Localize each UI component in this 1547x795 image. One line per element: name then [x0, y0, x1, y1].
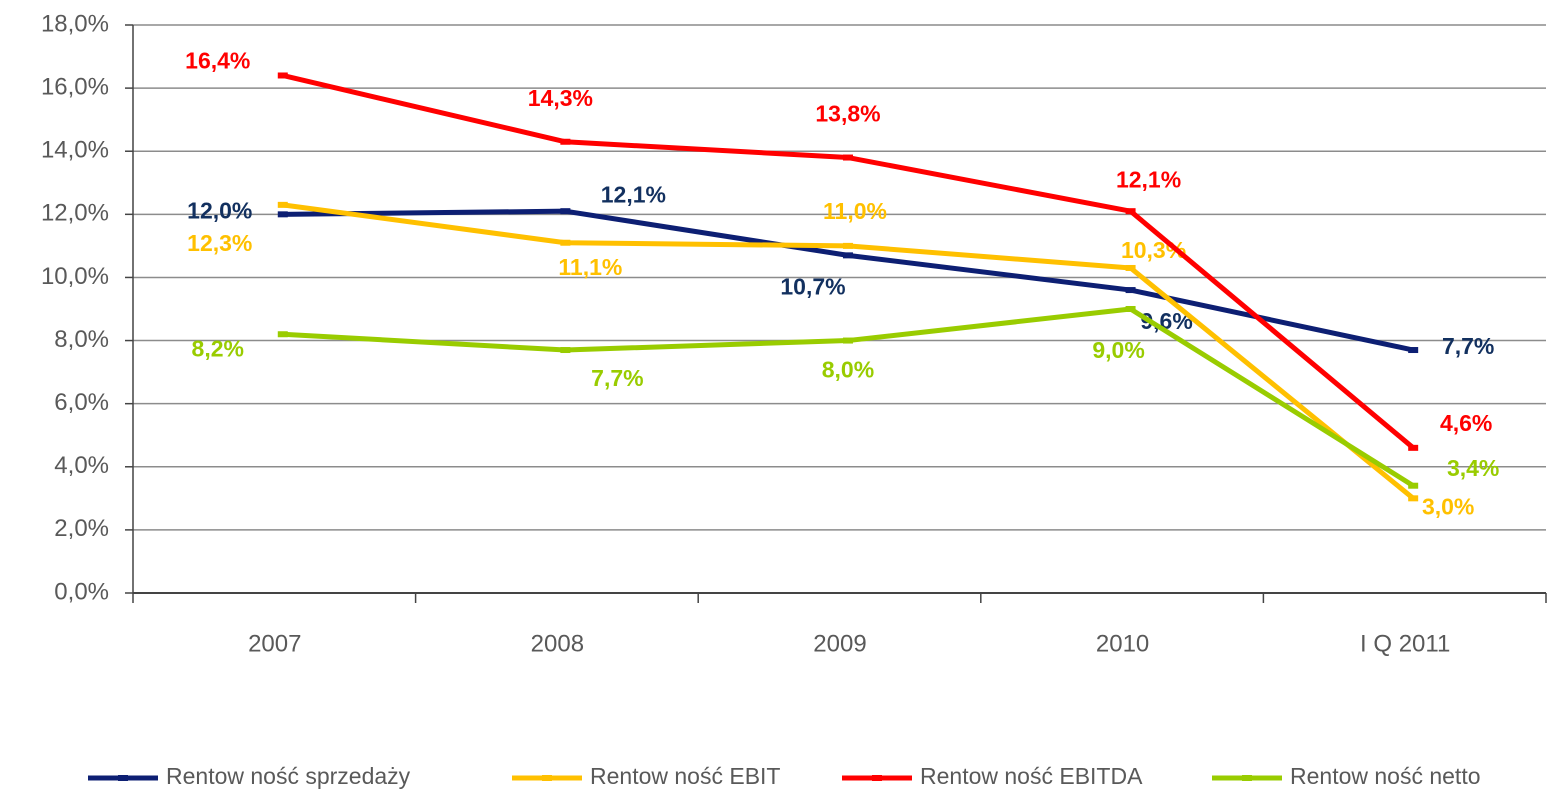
y-tick-label: 4,0% — [54, 452, 109, 479]
x-tick-label: 2008 — [531, 630, 584, 657]
legend-label: Rentow ność EBITDA — [920, 763, 1143, 789]
point-marker — [1408, 482, 1419, 489]
point-marker — [277, 72, 288, 79]
series-line — [282, 208, 1414, 353]
data-label: 11,0% — [823, 198, 887, 224]
x-tick-label: 2009 — [813, 630, 866, 657]
x-tick-label: 2007 — [248, 630, 301, 657]
point-marker — [842, 252, 853, 259]
data-label: 10,7% — [780, 273, 845, 299]
point-marker — [1125, 287, 1136, 294]
data-label: 4,6% — [1440, 410, 1492, 436]
point-marker — [1408, 347, 1419, 354]
data-label: 8,2% — [192, 335, 244, 361]
data-label: 12,3% — [187, 230, 252, 256]
legend-label: Rentow ność netto — [1290, 763, 1481, 789]
legend-marker — [118, 775, 128, 781]
legend-marker — [872, 775, 882, 781]
data-label: 7,7% — [591, 365, 643, 391]
point-marker — [1125, 306, 1136, 312]
series-line — [282, 73, 1415, 450]
point-marker — [1125, 208, 1136, 215]
point-marker — [277, 331, 288, 338]
data-label: 16,4% — [185, 48, 250, 74]
point-marker — [560, 138, 571, 145]
data-label: 12,0% — [187, 197, 252, 223]
legend-label: Rentow ność EBIT — [590, 763, 780, 789]
point-marker — [842, 242, 853, 249]
point-marker — [842, 154, 853, 161]
data-label: 9,0% — [1092, 337, 1144, 363]
point-marker — [560, 208, 571, 215]
legend-marker — [1242, 775, 1252, 781]
point-marker — [1125, 264, 1136, 271]
y-tick-label: 12,0% — [41, 200, 109, 227]
point-marker — [560, 347, 571, 354]
x-tick-label: 2010 — [1096, 630, 1149, 657]
data-label: 7,7% — [1442, 333, 1494, 359]
y-tick-label: 14,0% — [41, 137, 109, 164]
y-tick-label: 2,0% — [54, 515, 109, 542]
data-label: 3,4% — [1447, 455, 1499, 481]
point-marker — [277, 211, 288, 218]
point-marker — [560, 239, 571, 246]
legend-marker — [542, 775, 552, 781]
y-tick-label: 8,0% — [54, 326, 109, 353]
point-marker — [1408, 495, 1419, 502]
series-line — [282, 306, 1415, 488]
y-tick-label: 10,0% — [41, 263, 109, 290]
y-tick-label: 18,0% — [41, 10, 109, 37]
data-label: 12,1% — [1116, 166, 1181, 192]
data-label: 13,8% — [815, 101, 880, 127]
legend-label: Rentow ność sprzedaży — [166, 763, 411, 789]
y-tick-label: 0,0% — [54, 578, 109, 605]
data-label: 14,3% — [528, 85, 593, 111]
data-label: 3,0% — [1422, 493, 1474, 519]
point-marker — [277, 201, 288, 208]
point-marker — [1408, 444, 1419, 451]
y-tick-label: 16,0% — [41, 73, 109, 100]
data-label: 11,1% — [558, 254, 622, 280]
x-tick-label: I Q 2011 — [1360, 630, 1450, 657]
data-label: 8,0% — [822, 357, 874, 383]
y-tick-label: 6,0% — [54, 389, 109, 416]
point-marker — [842, 337, 853, 344]
data-label: 12,1% — [601, 181, 666, 207]
